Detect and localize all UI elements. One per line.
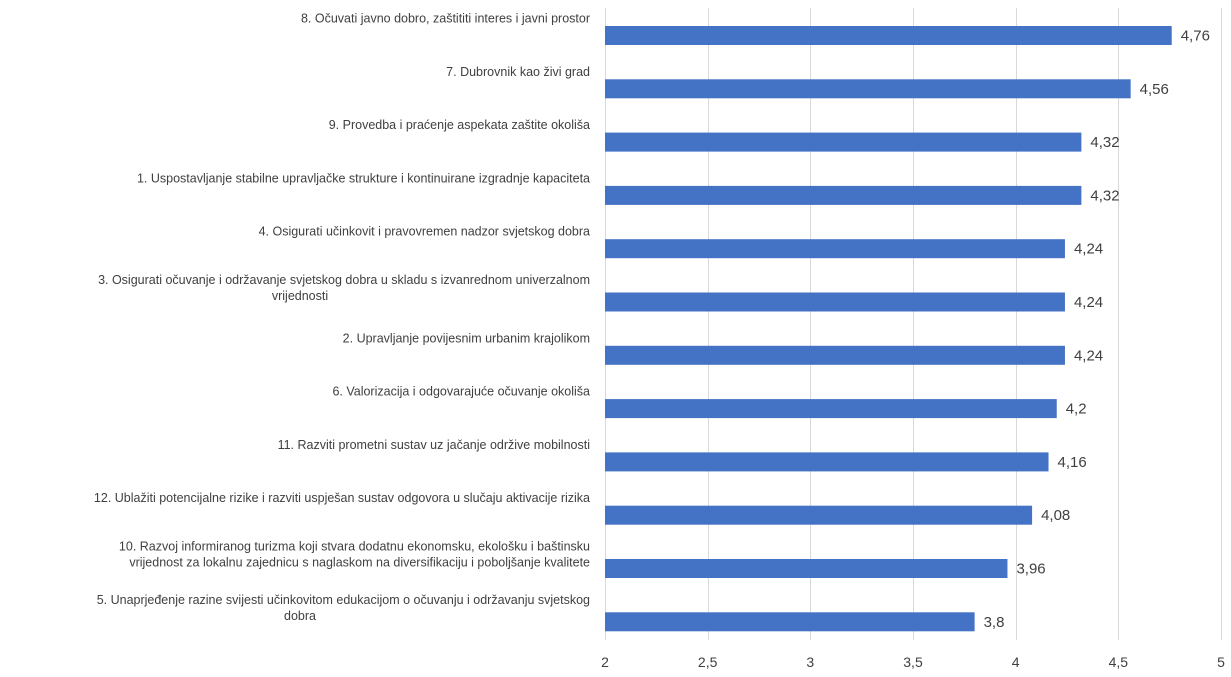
data-label: 4,08	[1041, 507, 1070, 524]
bar	[605, 399, 1057, 419]
data-labels: 4,76 4,56 4,32 4,32 4,24 4,24 4,24 4,2 4,16 4,08 3…	[984, 28, 1210, 631]
data-label: 3,96	[1016, 561, 1045, 578]
category-label: vrijednosti	[272, 289, 328, 303]
category-label: 2. Upravljanje povijesnim urbanim krajol…	[343, 331, 590, 345]
bar	[605, 612, 975, 632]
data-label: 3,8	[984, 614, 1005, 631]
data-label: 4,76	[1181, 28, 1210, 45]
bar	[605, 505, 1033, 525]
data-label: 4,16	[1058, 454, 1087, 471]
category-label: 3. Osigurati očuvanje i održavanje svjet…	[98, 273, 590, 287]
bar	[605, 452, 1049, 472]
x-tick-label: 5	[1217, 654, 1225, 670]
bar	[605, 345, 1065, 365]
x-tick-label: 2	[601, 654, 609, 670]
x-tick-label: 3	[806, 654, 814, 670]
x-tick-label: 4,5	[1109, 654, 1129, 670]
bar	[605, 239, 1065, 259]
x-tick-label: 4	[1012, 654, 1020, 670]
bar	[605, 132, 1082, 152]
bar	[605, 185, 1082, 205]
category-label: 5. Unaprjeđenje razine svijesti učinkovi…	[97, 593, 590, 607]
x-tick-label: 3,5	[903, 654, 923, 670]
data-label: 4,24	[1074, 294, 1103, 311]
bars	[605, 26, 1172, 632]
bar	[605, 79, 1131, 99]
category-label: vrijednost za lokalnu zajednicu s naglas…	[129, 556, 590, 570]
bar	[605, 292, 1065, 312]
data-label: 4,24	[1074, 347, 1103, 364]
category-labels: 8. Očuvati javno dobro, zaštititi intere…	[94, 12, 590, 623]
category-label: 7. Dubrovnik kao živi grad	[446, 65, 590, 79]
category-label: 4. Osigurati učinkovit i pravovremen nad…	[259, 225, 590, 239]
category-label: 6. Valorizacija i odgovarajuće očuvanje …	[332, 385, 590, 399]
x-tick-label: 2,5	[698, 654, 718, 670]
category-label: 12. Ublažiti potencijalne rizike i razvi…	[94, 491, 590, 505]
category-label: 10. Razvoj informiranog turizma koji stv…	[119, 540, 590, 554]
data-label: 4,56	[1140, 81, 1169, 98]
bar	[605, 559, 1008, 578]
data-label: 4,24	[1074, 241, 1103, 258]
x-axis-ticks: 2 2,5 3 3,5 4 4,5 5	[601, 654, 1225, 670]
category-label: 1. Uspostavljanje stabilne upravljačke s…	[137, 171, 590, 185]
data-label: 4,32	[1090, 187, 1119, 204]
category-label: 11. Razviti prometni sustav uz jačanje o…	[278, 438, 590, 452]
category-label: 8. Očuvati javno dobro, zaštititi intere…	[301, 12, 590, 26]
gridlines	[605, 8, 1222, 640]
category-label: dobra	[284, 609, 316, 623]
data-label: 4,2	[1066, 401, 1087, 418]
category-label: 9. Provedba i praćenje aspekata zaštite …	[329, 118, 590, 132]
bar	[605, 26, 1172, 45]
data-label: 4,32	[1090, 134, 1119, 151]
